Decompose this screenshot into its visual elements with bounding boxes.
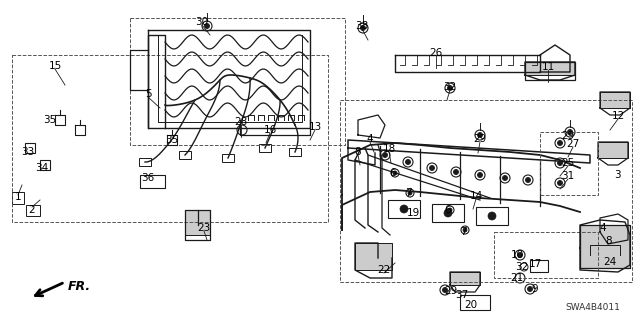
Text: 33: 33: [21, 147, 35, 157]
Text: 18: 18: [382, 144, 396, 154]
Bar: [598, 142, 628, 158]
Text: 27: 27: [566, 139, 580, 149]
Bar: [289, 148, 301, 156]
Ellipse shape: [527, 286, 532, 292]
Text: 1: 1: [15, 192, 21, 202]
Ellipse shape: [557, 181, 563, 186]
Ellipse shape: [400, 205, 408, 213]
Ellipse shape: [525, 177, 531, 182]
Text: 13: 13: [308, 122, 322, 132]
Text: 37: 37: [456, 290, 468, 300]
Text: 29: 29: [474, 134, 486, 144]
Text: 8: 8: [355, 147, 362, 157]
Bar: [355, 243, 392, 270]
Bar: [222, 154, 234, 162]
Bar: [185, 210, 210, 235]
Text: 31: 31: [561, 171, 575, 181]
Ellipse shape: [557, 160, 563, 166]
Bar: [259, 144, 271, 152]
Text: 32: 32: [515, 262, 529, 272]
Text: 19: 19: [406, 208, 420, 218]
Bar: [525, 62, 575, 75]
Ellipse shape: [205, 24, 209, 28]
Ellipse shape: [502, 175, 508, 181]
Text: 28: 28: [234, 117, 248, 127]
Text: 7: 7: [404, 188, 412, 198]
Text: 30: 30: [195, 17, 209, 27]
Ellipse shape: [383, 152, 387, 158]
Bar: [525, 62, 575, 80]
Text: 22: 22: [378, 265, 390, 275]
Text: 7: 7: [460, 227, 467, 237]
Bar: [476, 207, 508, 225]
Bar: [12, 192, 24, 204]
Bar: [25, 143, 35, 153]
Text: 38: 38: [355, 21, 369, 31]
Text: 4: 4: [367, 134, 373, 144]
Ellipse shape: [463, 228, 467, 232]
Bar: [432, 204, 464, 222]
Bar: [580, 225, 630, 268]
Text: 4: 4: [600, 223, 606, 233]
Text: 29: 29: [444, 286, 458, 296]
Text: 35: 35: [165, 135, 179, 145]
Text: 20: 20: [465, 300, 477, 310]
Text: 6: 6: [390, 168, 396, 178]
Bar: [139, 158, 151, 166]
Text: 11: 11: [541, 62, 555, 72]
Bar: [600, 92, 630, 108]
Ellipse shape: [568, 130, 573, 135]
Ellipse shape: [477, 173, 483, 177]
Bar: [26, 205, 40, 216]
Text: 12: 12: [611, 111, 625, 121]
Ellipse shape: [477, 132, 483, 137]
Ellipse shape: [444, 209, 452, 217]
Bar: [388, 200, 420, 218]
Text: 26: 26: [429, 48, 443, 58]
Bar: [530, 260, 548, 272]
Text: FR.: FR.: [68, 280, 91, 293]
Bar: [450, 272, 480, 285]
Bar: [179, 151, 191, 159]
Ellipse shape: [360, 26, 365, 31]
Text: 34: 34: [35, 163, 49, 173]
Text: 24: 24: [604, 257, 616, 267]
Ellipse shape: [557, 140, 563, 145]
Ellipse shape: [518, 253, 522, 257]
Text: 5: 5: [145, 89, 151, 99]
Bar: [40, 160, 50, 170]
Ellipse shape: [406, 160, 410, 165]
Ellipse shape: [442, 287, 447, 293]
Ellipse shape: [393, 171, 397, 175]
Ellipse shape: [488, 212, 496, 220]
Bar: [140, 175, 165, 188]
Text: SWA4B4011: SWA4B4011: [565, 303, 620, 312]
Text: 6: 6: [445, 205, 451, 215]
Bar: [580, 225, 630, 268]
Text: 10: 10: [511, 250, 524, 260]
Text: 36: 36: [141, 173, 155, 183]
Text: 21: 21: [510, 273, 524, 283]
Text: 32: 32: [444, 82, 456, 92]
Text: 23: 23: [197, 223, 211, 233]
Text: 15: 15: [49, 61, 61, 71]
Bar: [460, 295, 490, 310]
Text: 3: 3: [614, 170, 620, 180]
Text: 35: 35: [44, 115, 56, 125]
Text: 17: 17: [529, 259, 541, 269]
Ellipse shape: [448, 208, 452, 212]
Text: 2: 2: [29, 205, 35, 215]
Text: 29: 29: [561, 131, 575, 141]
Text: 8: 8: [605, 236, 612, 246]
Ellipse shape: [429, 166, 435, 170]
Text: 9: 9: [532, 284, 538, 294]
Ellipse shape: [447, 85, 452, 91]
Ellipse shape: [408, 191, 412, 195]
Text: 14: 14: [469, 191, 483, 201]
Text: 25: 25: [561, 158, 575, 168]
Ellipse shape: [454, 169, 458, 174]
Text: 16: 16: [264, 125, 276, 135]
